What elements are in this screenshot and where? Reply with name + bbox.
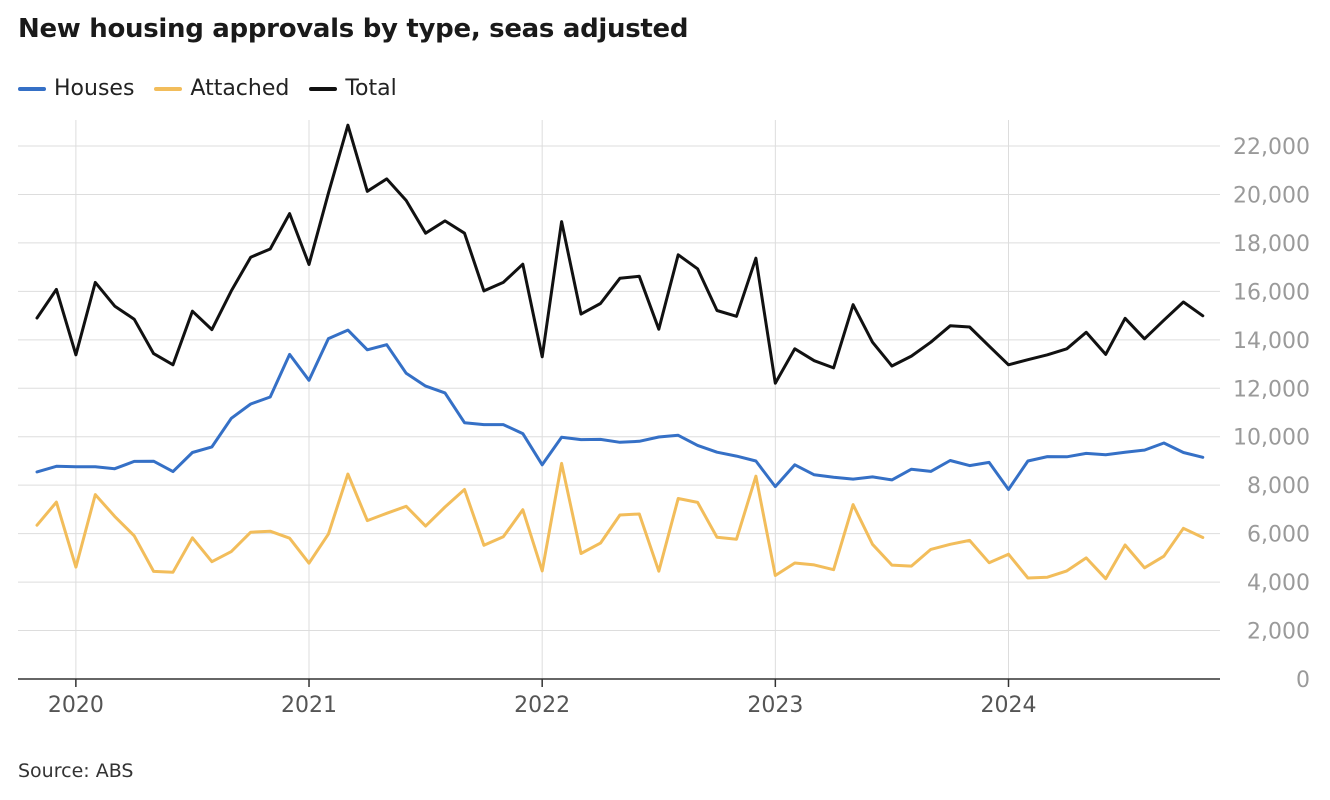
chart-title: New housing approvals by type, seas adju… — [18, 14, 689, 44]
y-tick-label: 14,000 — [1233, 329, 1310, 354]
x-tick-label: 2020 — [48, 693, 104, 718]
y-tick-label: 12,000 — [1233, 377, 1310, 402]
legend-swatch-total — [309, 86, 338, 91]
y-tick-label: 6,000 — [1247, 523, 1310, 548]
legend-swatch-attached — [154, 86, 183, 91]
y-tick-label: 4,000 — [1247, 571, 1310, 596]
x-tick-label: 2024 — [981, 693, 1037, 718]
y-tick-label: 8,000 — [1247, 474, 1310, 499]
source-note: Source: ABS — [18, 760, 134, 782]
y-tick-label: 0 — [1296, 668, 1310, 693]
y-tick-label: 22,000 — [1233, 135, 1310, 160]
legend-label-houses: Houses — [54, 76, 135, 101]
legend-swatch-houses — [18, 86, 46, 91]
x-tick-label: 2023 — [747, 693, 803, 718]
legend-item-houses: Houses — [18, 76, 134, 101]
series-line-attached — [35, 461, 1205, 581]
y-tick-label: 10,000 — [1233, 426, 1310, 451]
series-line-total — [35, 123, 1205, 385]
x-tick-label: 2021 — [281, 693, 337, 718]
legend-item-total: Total — [309, 76, 397, 101]
y-tick-label: 18,000 — [1233, 232, 1310, 257]
legend: Houses Attached Total — [18, 76, 397, 101]
legend-item-attached: Attached — [154, 76, 289, 101]
y-tick-label: 2,000 — [1247, 620, 1310, 645]
y-tick-label: 16,000 — [1233, 280, 1310, 305]
y-tick-label: 20,000 — [1233, 183, 1310, 208]
x-tick-label: 2022 — [514, 693, 570, 718]
legend-label-total: Total — [345, 76, 397, 101]
series-line-houses — [35, 328, 1205, 491]
legend-label-attached: Attached — [190, 76, 290, 101]
